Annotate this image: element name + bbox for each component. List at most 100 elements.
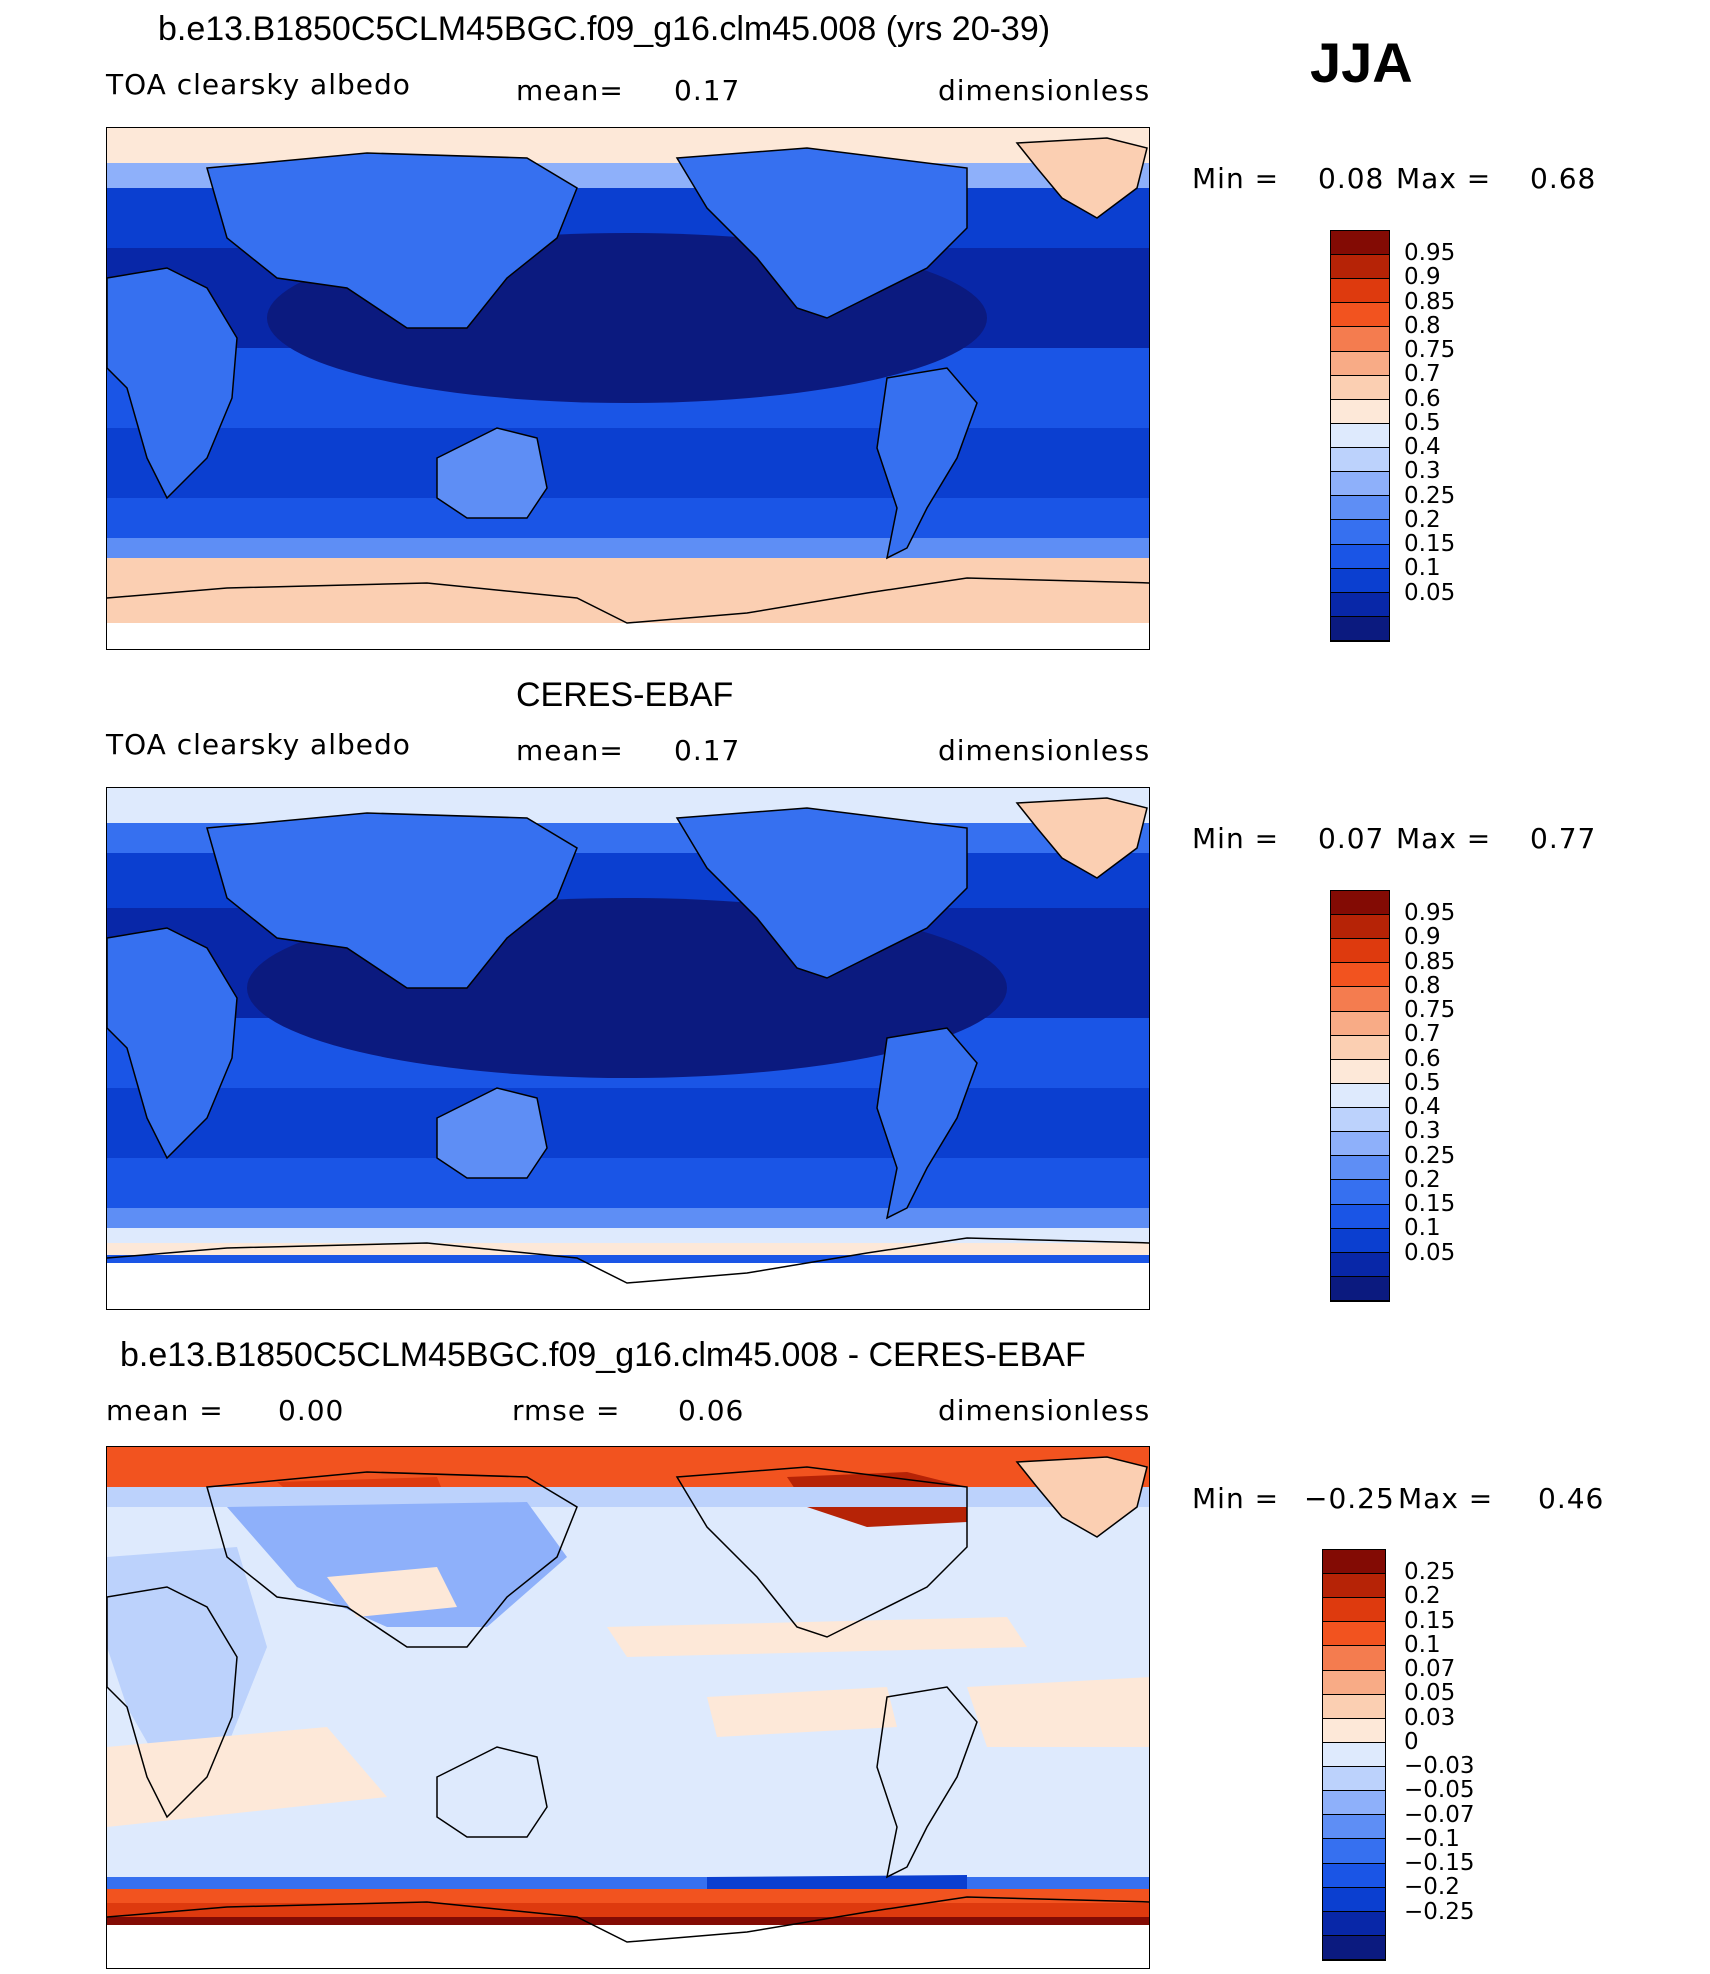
colorbar-tick-label: −0.03 [1404, 1753, 1475, 1780]
colorbar-tick-label: 0.25 [1404, 1559, 1456, 1586]
colorbar-tick-label: 0.07 [1404, 1656, 1456, 1683]
colorbar-segment [1323, 1767, 1385, 1792]
colorbar-tick-label: 0.75 [1404, 997, 1456, 1024]
panel-1-mean-label: mean= [516, 74, 624, 107]
colorbar-tick-label: 0.85 [1404, 948, 1456, 975]
colorbar-segment [1331, 1204, 1389, 1229]
panel-2-map [106, 787, 1150, 1310]
colorbar-segment [1331, 255, 1389, 280]
colorbar-tick-label: 0.8 [1404, 972, 1441, 999]
panel-1-map [106, 127, 1150, 650]
panel-3-units-label: dimensionless [938, 1394, 1151, 1427]
colorbar-tick-label: −0.25 [1404, 1898, 1475, 1925]
colorbar-tick-label: 0.15 [1404, 531, 1456, 558]
colorbar-tick-label: 0.2 [1404, 506, 1441, 533]
colorbar-segment [1331, 303, 1389, 328]
colorbar-segment [1331, 399, 1389, 424]
colorbar-segment [1323, 1742, 1385, 1768]
colorbar-segment [1331, 496, 1389, 521]
colorbar-segment [1331, 1108, 1389, 1133]
colorbar-segment [1331, 1059, 1389, 1084]
colorbar-tick-label: 0.95 [1404, 240, 1456, 267]
colorbar-tick-label: 0.2 [1404, 1583, 1441, 1610]
colorbar-tick-label: 0.3 [1404, 458, 1441, 485]
colorbar-tick-label: 0.7 [1404, 1021, 1441, 1048]
colorbar-segment [1331, 279, 1389, 304]
colorbar-segment [1331, 327, 1389, 352]
panel-1-colorbar [1330, 230, 1390, 642]
colorbar-segment [1331, 592, 1389, 617]
colorbar-segment [1331, 1132, 1389, 1157]
colorbar-tick-label: −0.15 [1404, 1850, 1475, 1877]
panel-3-rmse-value: 0.06 [678, 1394, 745, 1427]
panel-2-min-value: 0.07 [1318, 822, 1385, 855]
panel-1-variable-label: TOA clearsky albedo [106, 68, 411, 101]
panel-1-min-label: Min = [1192, 162, 1280, 195]
panel-3-colorbar [1322, 1549, 1386, 1961]
colorbar-segment [1331, 1011, 1389, 1036]
panel-2-max-value: 0.77 [1530, 822, 1597, 855]
panel-3-min-value: −0.25 [1304, 1482, 1395, 1515]
colorbar-tick-label: 0.1 [1404, 1215, 1441, 1242]
panel-1-units-label: dimensionless [938, 74, 1151, 107]
colorbar-segment [1323, 1622, 1385, 1647]
panel-3-min-label: Min = [1192, 1482, 1280, 1515]
colorbar-segment [1331, 448, 1389, 473]
colorbar-tick-label: 0.4 [1404, 1094, 1441, 1121]
panel-2-min-label: Min = [1192, 822, 1280, 855]
colorbar-tick-label: 0.2 [1404, 1166, 1441, 1193]
colorbar-segment [1323, 1815, 1385, 1840]
colorbar-tick-label: 0.15 [1404, 1607, 1456, 1634]
colorbar-tick-label: 0.03 [1404, 1704, 1456, 1731]
colorbar-segment [1331, 375, 1389, 400]
colorbar-segment [1323, 1694, 1385, 1719]
panel-2-variable-label: TOA clearsky albedo [106, 728, 411, 761]
colorbar-tick-label: 0 [1404, 1728, 1419, 1755]
colorbar-segment [1323, 1646, 1385, 1671]
season-label: JJA [1310, 31, 1413, 94]
colorbar-segment [1323, 1550, 1385, 1575]
panel-2-title: CERES-EBAF [516, 676, 734, 714]
colorbar-segment [1331, 616, 1389, 641]
colorbar-segment [1323, 1887, 1385, 1912]
colorbar-segment [1323, 1791, 1385, 1816]
colorbar-segment [1331, 520, 1389, 545]
colorbar-tick-label: 0.05 [1404, 1239, 1456, 1266]
colorbar-segment [1331, 1180, 1389, 1205]
colorbar-tick-label: 0.8 [1404, 312, 1441, 339]
colorbar-segment [1323, 1598, 1385, 1623]
colorbar-tick-label: 0.15 [1404, 1191, 1456, 1218]
colorbar-segment [1323, 1935, 1385, 1960]
colorbar-segment [1331, 472, 1389, 497]
colorbar-tick-label: 0.05 [1404, 1680, 1456, 1707]
colorbar-segment [1331, 568, 1389, 593]
colorbar-tick-label: −0.07 [1404, 1801, 1475, 1828]
colorbar-segment [1323, 1718, 1385, 1743]
colorbar-segment [1331, 891, 1389, 916]
colorbar-tick-label: 0.25 [1404, 482, 1456, 509]
colorbar-segment [1331, 544, 1389, 569]
colorbar-segment [1331, 1276, 1389, 1301]
colorbar-tick-label: −0.05 [1404, 1777, 1475, 1804]
colorbar-segment [1323, 1839, 1385, 1864]
panel-2-colorbar [1330, 890, 1390, 1302]
colorbar-tick-label: 0.05 [1404, 579, 1456, 606]
colorbar-tick-label: 0.95 [1404, 900, 1456, 927]
colorbar-segment [1331, 1083, 1389, 1109]
colorbar-tick-label: 0.4 [1404, 434, 1441, 461]
colorbar-segment [1331, 1156, 1389, 1181]
colorbar-segment [1331, 939, 1389, 964]
colorbar-tick-label: 0.85 [1404, 288, 1456, 315]
colorbar-segment [1331, 231, 1389, 256]
panel-2-max-label: Max = [1396, 822, 1492, 855]
panel-1-mean-value: 0.17 [674, 74, 741, 107]
colorbar-segment [1323, 1863, 1385, 1888]
colorbar-tick-label: 0.6 [1404, 1045, 1441, 1072]
colorbar-segment [1331, 1228, 1389, 1253]
colorbar-tick-label: 0.9 [1404, 924, 1441, 951]
panel-3-title: b.e13.B1850C5CLM45BGC.f09_g16.clm45.008 … [120, 1336, 1086, 1374]
panel-1-max-value: 0.68 [1530, 162, 1597, 195]
colorbar-tick-label: 0.7 [1404, 361, 1441, 388]
panel-2-units-label: dimensionless [938, 734, 1151, 767]
colorbar-tick-label: 0.25 [1404, 1142, 1456, 1169]
